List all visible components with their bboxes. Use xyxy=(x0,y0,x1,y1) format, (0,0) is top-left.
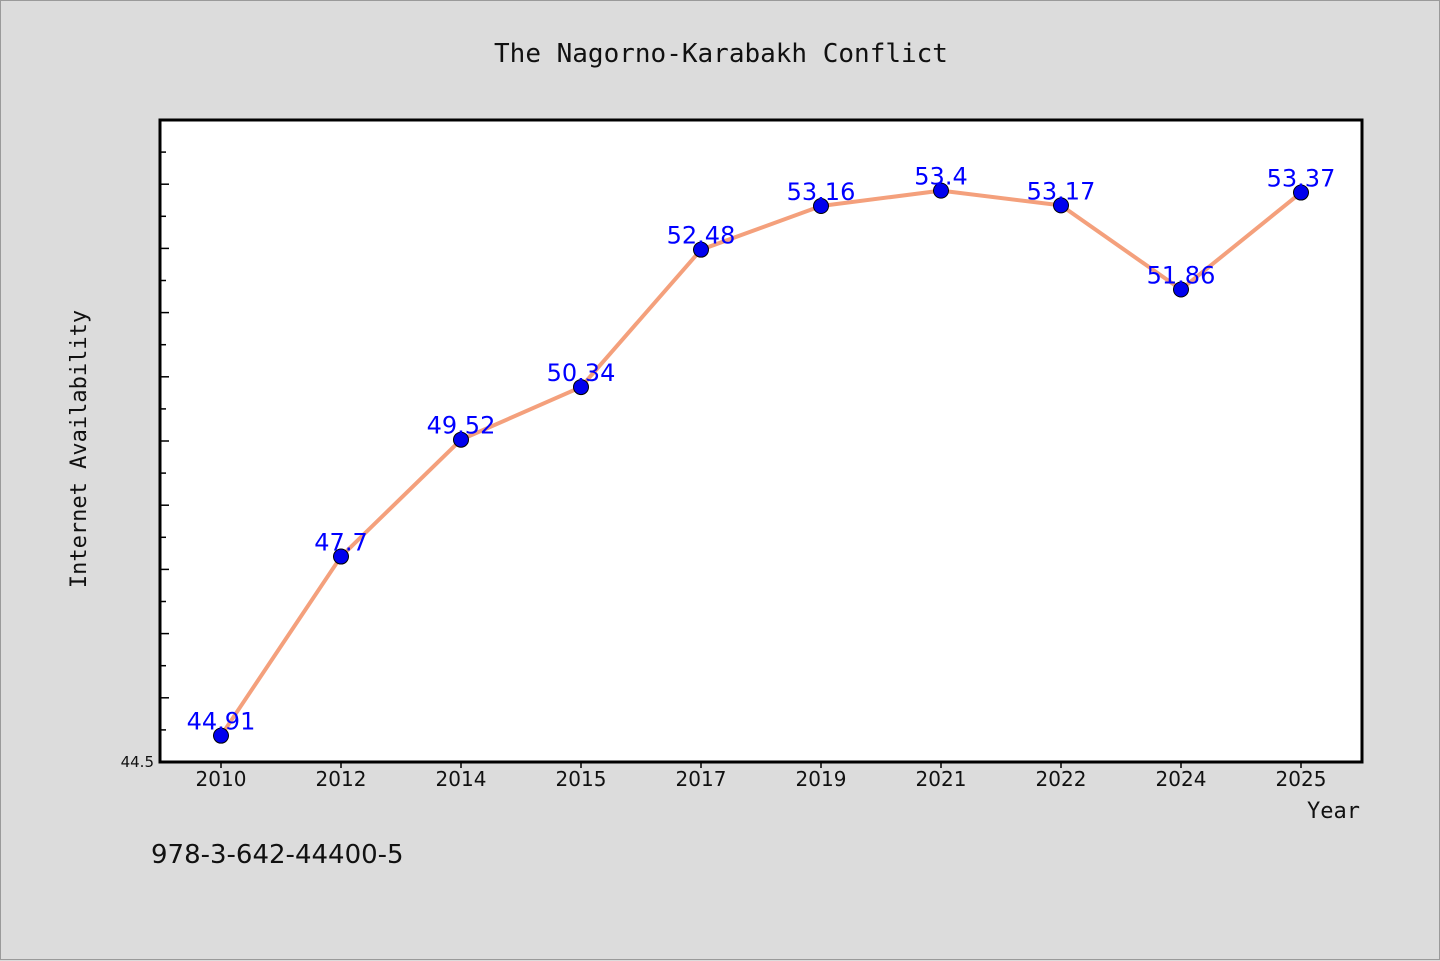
data-label: 50.34 xyxy=(547,359,616,387)
data-label: 51.86 xyxy=(1147,261,1216,289)
x-tick-label: 2021 xyxy=(916,767,967,791)
data-point xyxy=(933,182,949,199)
x-tick-label: 2014 xyxy=(436,767,487,791)
data-point xyxy=(1053,197,1069,214)
plot-area xyxy=(158,118,1364,764)
data-label: 53.4 xyxy=(914,163,967,191)
y-axis-ticks: 44.5 xyxy=(121,119,169,771)
x-tick-label: 2025 xyxy=(1276,767,1327,791)
x-tick-label: 2017 xyxy=(676,767,727,791)
x-tick-label: 2022 xyxy=(1036,767,1087,791)
data-label: 53.17 xyxy=(1027,177,1096,205)
data-label: 44.91 xyxy=(187,708,256,736)
x-axis-ticks: 2010 2012 2014 2015 2017 2019 2021 2022 2024 2025 xyxy=(196,762,1327,791)
data-label: 47.7 xyxy=(314,529,367,557)
data-point xyxy=(813,198,829,215)
data-point xyxy=(693,241,709,258)
data-point xyxy=(453,431,469,448)
x-tick-label: 2015 xyxy=(556,767,607,791)
x-tick-label: 2024 xyxy=(1156,767,1207,791)
x-axis-label: Year xyxy=(1307,799,1360,824)
data-label: 53.37 xyxy=(1267,165,1336,193)
data-point xyxy=(1173,281,1189,298)
data-point xyxy=(213,727,229,744)
x-tick-label: 2019 xyxy=(796,767,847,791)
data-label: 49.52 xyxy=(427,412,496,440)
y-axis-label: Internet Availability xyxy=(67,310,92,588)
data-labels: 44.91 47.7 49.52 50.34 52.48 53.16 53.4 53.17 51… xyxy=(187,163,1336,736)
data-point xyxy=(333,548,349,565)
series-line xyxy=(219,188,1303,737)
x-tick-label: 2012 xyxy=(316,767,367,791)
data-point xyxy=(573,379,589,396)
isbn-footer-text: 978-3-642-44400-5 xyxy=(151,840,404,870)
chart-title: The Nagorno-Karabakh Conflict xyxy=(494,39,948,69)
data-point xyxy=(1293,184,1309,201)
data-markers xyxy=(213,182,1309,744)
data-label: 52.48 xyxy=(667,222,736,250)
x-tick-label: 2010 xyxy=(196,767,247,791)
y-tick-label: 44.5 xyxy=(121,753,154,771)
data-label: 53.16 xyxy=(787,178,856,206)
series-line-group xyxy=(219,188,1303,737)
